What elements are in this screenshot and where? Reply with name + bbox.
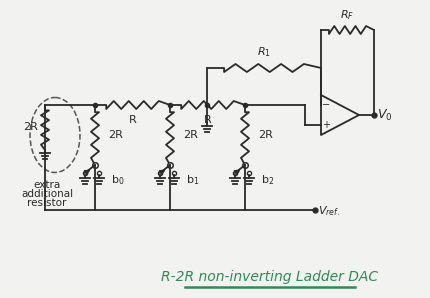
Text: $R_F$: $R_F$	[341, 8, 355, 22]
Text: $R_1$: $R_1$	[257, 45, 271, 59]
Text: R: R	[204, 115, 212, 125]
Text: $V_0$: $V_0$	[377, 108, 393, 122]
Text: +: +	[322, 120, 330, 130]
Text: 2R: 2R	[108, 130, 123, 140]
Text: b$_2$: b$_2$	[261, 173, 274, 187]
Text: 2R: 2R	[258, 130, 273, 140]
Text: b$_0$: b$_0$	[111, 173, 125, 187]
Text: 2R: 2R	[183, 130, 198, 140]
Text: resistor: resistor	[28, 198, 67, 208]
Text: b$_1$: b$_1$	[186, 173, 200, 187]
Text: 2R: 2R	[24, 122, 38, 132]
Text: extra: extra	[34, 180, 61, 190]
Text: R: R	[129, 115, 136, 125]
Text: R-2R non-inverting Ladder DAC: R-2R non-inverting Ladder DAC	[161, 270, 378, 284]
Text: additional: additional	[21, 189, 73, 199]
Text: −: −	[322, 100, 330, 110]
Text: $V_{ref.}$: $V_{ref.}$	[318, 204, 340, 218]
